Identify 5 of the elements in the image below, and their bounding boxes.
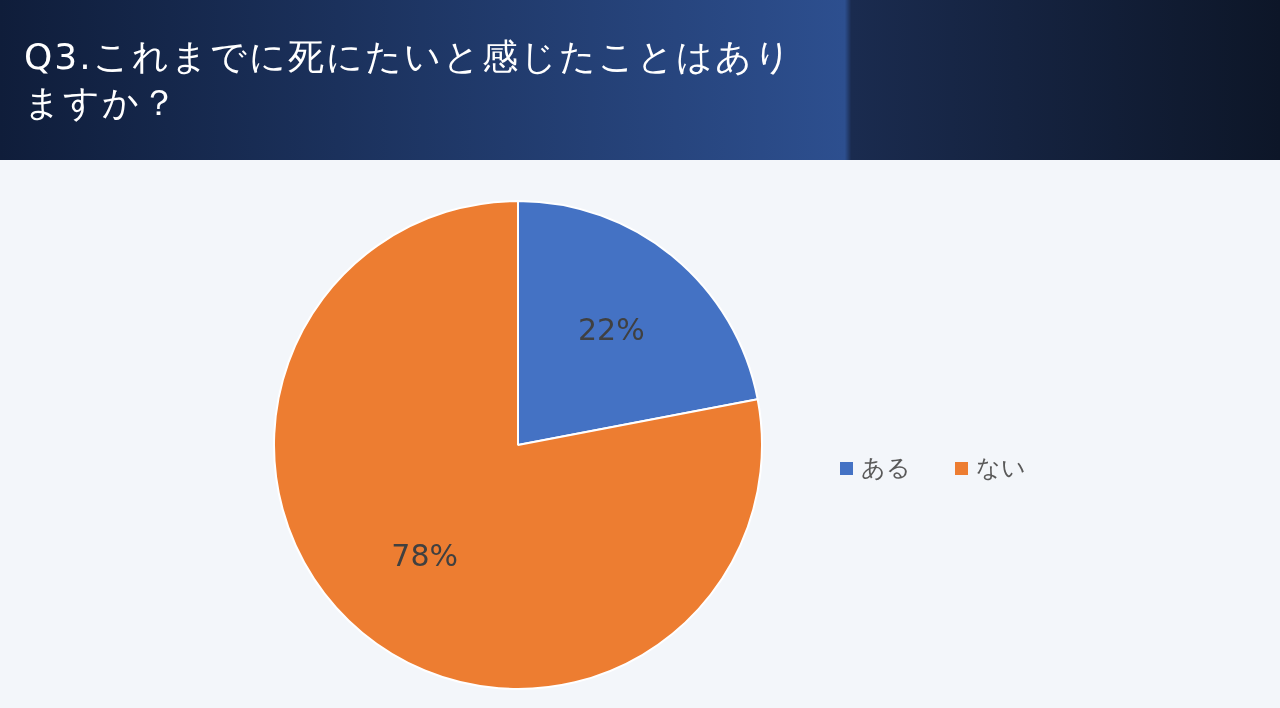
- legend-label: ない: [976, 453, 1026, 484]
- legend-label: ある: [861, 453, 911, 484]
- chart-title: Q3.これまでに死にたいと感じたことはありますか？: [24, 35, 794, 125]
- data-label: 22%: [577, 311, 645, 347]
- data-label: 78%: [391, 537, 459, 573]
